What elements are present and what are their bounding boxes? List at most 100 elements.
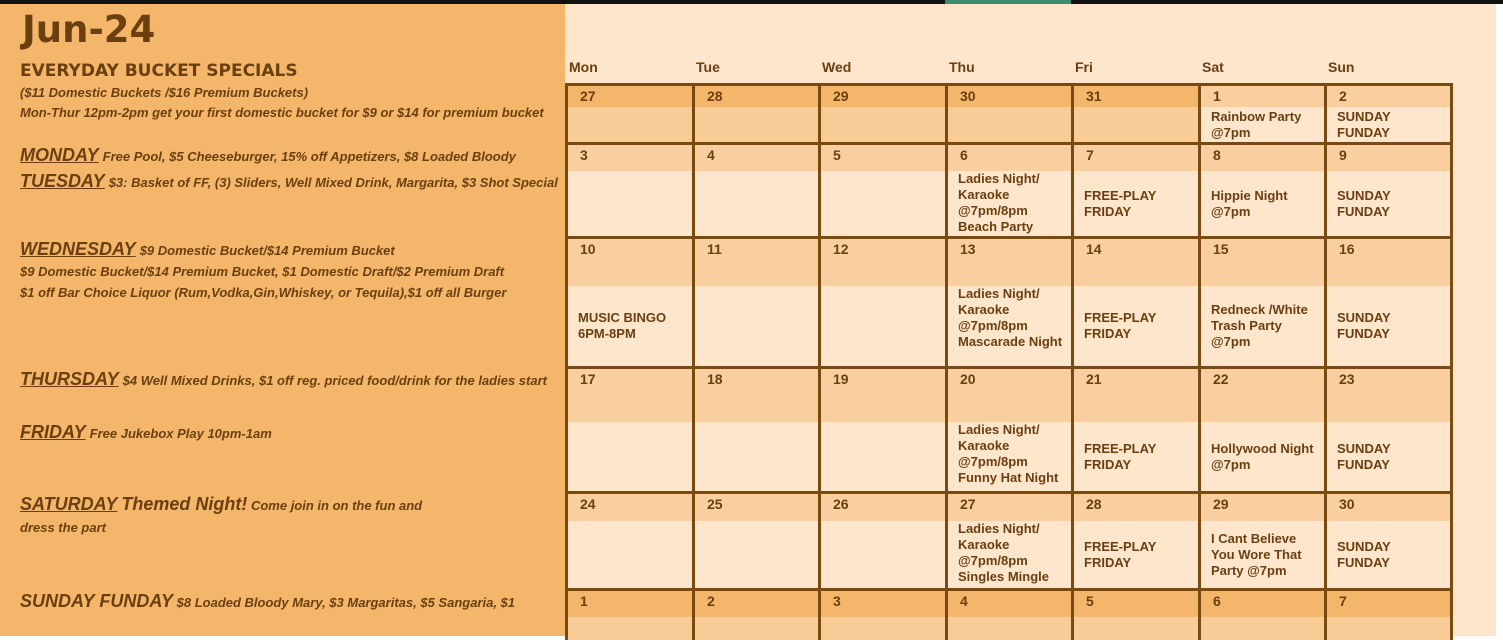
specials-heading: EVERYDAY BUCKET SPECIALS <box>20 61 298 81</box>
calendar-day[interactable]: Redneck /White Trash Party @7pm 15 <box>1198 236 1324 366</box>
day-content <box>568 422 692 491</box>
date-number: 2 <box>1339 88 1347 104</box>
calendar-day[interactable]: Ladies Night/ Karaoke @7pm/8pm Mascarade… <box>945 236 1071 366</box>
calendar-day[interactable]: MUSIC BINGO 6PM-8PM 10 <box>565 236 692 366</box>
day-content <box>821 617 945 640</box>
calendar-day[interactable]: SUNDAY FUNDAY 9 <box>1324 142 1453 236</box>
date-band <box>568 86 692 107</box>
date-number: 30 <box>1339 496 1355 512</box>
day-content <box>568 521 692 588</box>
calendar-day[interactable]: 30 <box>945 83 1071 142</box>
calendar-day[interactable]: SUNDAY FUNDAY 30 <box>1324 491 1453 588</box>
calendar-day[interactable]: FREE-PLAY FRIDAY 21 <box>1071 366 1198 491</box>
calendar-day[interactable]: 19 <box>818 366 945 491</box>
event-text: Ladies Night/ Karaoke @7pm/8pm Singles M… <box>958 521 1050 584</box>
calendar-day[interactable]: 1 <box>565 588 692 640</box>
day-content: FREE-PLAY FRIDAY <box>1074 286 1198 366</box>
day-content <box>1074 617 1198 640</box>
calendar-day[interactable]: 11 <box>692 236 818 366</box>
day-content: SUNDAY FUNDAY <box>1327 286 1450 366</box>
calendar-day[interactable]: Ladies Night/ Karaoke @7pm/8pm Funny Hat… <box>945 366 1071 491</box>
date-number: 5 <box>833 147 841 163</box>
calendar-day[interactable]: 18 <box>692 366 818 491</box>
calendar-day[interactable]: I Cant Believe You Wore That Party @7pm 2… <box>1198 491 1324 588</box>
calendar-day[interactable]: 5 <box>818 142 945 236</box>
date-band <box>1327 145 1450 171</box>
calendar-day[interactable]: SUNDAY FUNDAY 16 <box>1324 236 1453 366</box>
calendar-day[interactable]: SUNDAY FUNDAY 23 <box>1324 366 1453 491</box>
calendar-day[interactable]: Hollywood Night @7pm 22 <box>1198 366 1324 491</box>
date-band <box>695 145 818 171</box>
calendar-day[interactable]: 12 <box>818 236 945 366</box>
calendar-day[interactable]: FREE-PLAY FRIDAY 7 <box>1071 142 1198 236</box>
day-content <box>695 617 818 640</box>
specials-panel <box>0 4 565 636</box>
calendar-day[interactable]: 3 <box>818 588 945 640</box>
special-thursday: THURSDAY $4 Well Mixed Drinks, $1 off reg… <box>20 369 558 389</box>
date-band <box>821 494 945 521</box>
calendar-day[interactable]: Rainbow Party @7pm 1 <box>1198 83 1324 142</box>
calendar-day[interactable]: 3 <box>565 142 692 236</box>
day-label: TUESDAY <box>20 171 105 191</box>
day-content: Rainbow Party @7pm <box>1201 107 1324 142</box>
special-wednesday-line3: $1 off Bar Choice Liquor (Rum,Vodka,Gin,… <box>20 285 507 300</box>
special-tuesday: TUESDAY $3: Basket of FF, (3) Sliders, We… <box>20 171 558 191</box>
day-content: FREE-PLAY FRIDAY <box>1074 171 1198 236</box>
date-number: 17 <box>580 371 596 387</box>
calendar-day[interactable]: 26 <box>818 491 945 588</box>
day-content <box>695 422 818 491</box>
date-band <box>1327 369 1450 422</box>
event-text: FREE-PLAY FRIDAY <box>1084 440 1157 472</box>
special-text: $4 Well Mixed Drinks, $1 off reg. priced… <box>122 373 547 388</box>
day-of-week-header: Sat <box>1202 59 1224 75</box>
special-text: $3: Basket of FF, (3) Sliders, Well Mixe… <box>108 175 558 190</box>
day-content: SUNDAY FUNDAY <box>1327 422 1450 491</box>
day-content: Hippie Night @7pm <box>1201 171 1324 236</box>
date-band <box>948 494 1071 521</box>
calendar-day[interactable]: 6 <box>1198 588 1324 640</box>
calendar-day[interactable]: FREE-PLAY FRIDAY 28 <box>1071 491 1198 588</box>
calendar-day[interactable]: Ladies Night/ Karaoke @7pm/8pm Beach Par… <box>945 142 1071 236</box>
date-number: 23 <box>1339 371 1355 387</box>
event-text: Ladies Night/ Karaoke @7pm/8pm Mascarade… <box>958 286 1063 349</box>
date-number: 22 <box>1213 371 1229 387</box>
calendar-day[interactable]: 29 <box>818 83 945 142</box>
day-content <box>948 617 1071 640</box>
calendar-day[interactable]: 25 <box>692 491 818 588</box>
date-number: 14 <box>1086 241 1102 257</box>
date-band <box>1201 369 1324 422</box>
day-content: Ladies Night/ Karaoke @7pm/8pm Singles M… <box>948 521 1071 588</box>
calendar-day[interactable]: 27 <box>565 83 692 142</box>
special-saturday: SATURDAY Themed Night! Come join in on th… <box>20 495 558 514</box>
calendar-day[interactable]: 7 <box>1324 588 1453 640</box>
date-number: 2 <box>707 593 715 609</box>
calendar-day[interactable]: 28 <box>692 83 818 142</box>
top-bar-accent <box>945 0 1071 4</box>
calendar-day[interactable]: 2 <box>692 588 818 640</box>
date-number: 3 <box>580 147 588 163</box>
event-text: SUNDAY FUNDAY <box>1337 187 1391 219</box>
special-text: Come join in on the fun and <box>250 498 423 513</box>
date-band <box>568 369 692 422</box>
date-band <box>821 369 945 422</box>
date-number: 27 <box>960 496 976 512</box>
calendar-day[interactable]: 5 <box>1071 588 1198 640</box>
day-content <box>821 521 945 588</box>
calendar-day[interactable]: Hippie Night @7pm 8 <box>1198 142 1324 236</box>
calendar-day[interactable]: 31 <box>1071 83 1198 142</box>
day-label: THURSDAY <box>20 369 119 389</box>
event-text: Rainbow Party @7pm <box>1211 108 1302 140</box>
calendar-day[interactable]: 4 <box>692 142 818 236</box>
date-number: 6 <box>1213 593 1221 609</box>
date-band <box>695 86 818 107</box>
calendar-day[interactable]: Ladies Night/ Karaoke @7pm/8pm Singles M… <box>945 491 1071 588</box>
date-number: 29 <box>833 88 849 104</box>
calendar-day[interactable]: SUNDAY FUNDAY 2 <box>1324 83 1453 142</box>
special-wednesday: WEDNESDAY $9 Domestic Bucket/$14 Premium … <box>20 240 558 259</box>
calendar-day[interactable]: 4 <box>945 588 1071 640</box>
calendar-day[interactable]: FREE-PLAY FRIDAY 14 <box>1071 236 1198 366</box>
date-number: 10 <box>580 241 596 257</box>
calendar-day[interactable]: 17 <box>565 366 692 491</box>
calendar-day[interactable]: 24 <box>565 491 692 588</box>
date-number: 5 <box>1086 593 1094 609</box>
